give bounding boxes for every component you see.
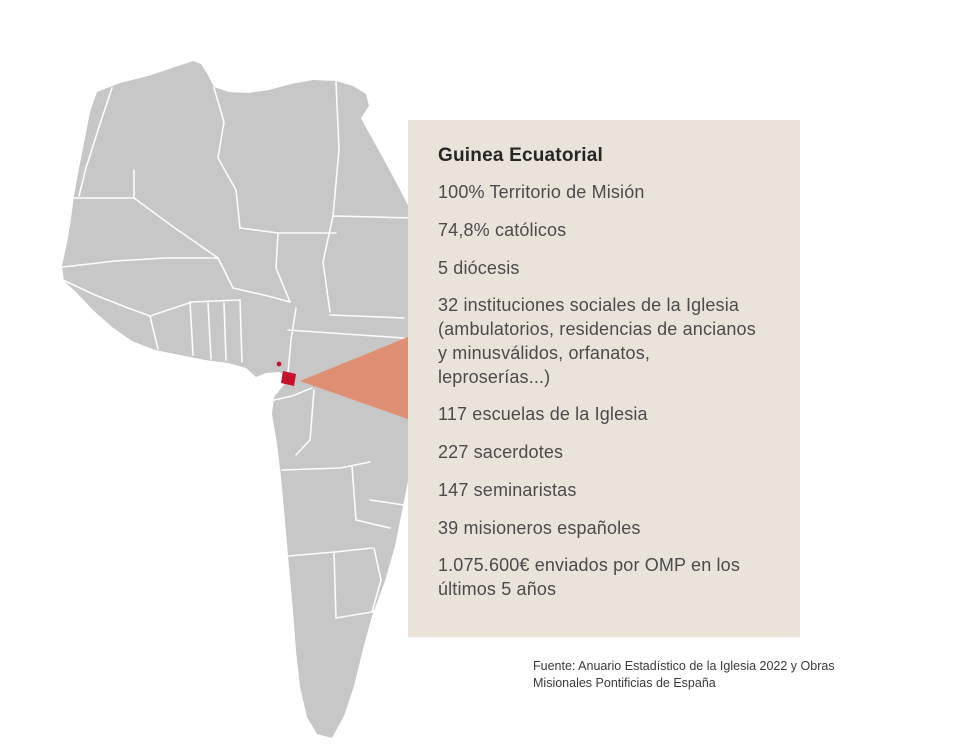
stat-misioneros: 39 misioneros españoles bbox=[438, 517, 641, 538]
stat-escuelas: 117 escuelas de la Iglesia bbox=[438, 404, 648, 425]
africa-landmass bbox=[62, 61, 477, 738]
stat-diocesis: 5 diócesis bbox=[438, 257, 520, 278]
stat-omp-enviados: 1.075.600€ enviados por OMP en los últim… bbox=[438, 555, 740, 599]
equatorial-guinea-marker bbox=[276, 361, 296, 386]
stat-territorio-mision: 100% Territorio de Misión bbox=[438, 182, 645, 202]
africa-outline bbox=[62, 61, 477, 738]
country-borders bbox=[62, 81, 415, 619]
source-note: Fuente: Anuario Estadístico de la Iglesi… bbox=[533, 659, 835, 690]
info-panel: Guinea Ecuatorial 100% Territorio de Mis… bbox=[408, 120, 800, 637]
callout-triangle bbox=[300, 337, 408, 419]
stat-instituciones-sociales: 32 instituciones sociales de la Iglesia … bbox=[438, 295, 756, 387]
stat-sacerdotes: 227 sacerdotes bbox=[438, 442, 564, 462]
equatorial-guinea-mainland bbox=[281, 371, 296, 386]
panel-title: Guinea Ecuatorial bbox=[438, 145, 603, 166]
stat-seminaristas: 147 seminaristas bbox=[438, 479, 577, 500]
stat-catolicos: 74,8% católicos bbox=[438, 219, 567, 240]
bioko-island-dot bbox=[276, 361, 282, 367]
